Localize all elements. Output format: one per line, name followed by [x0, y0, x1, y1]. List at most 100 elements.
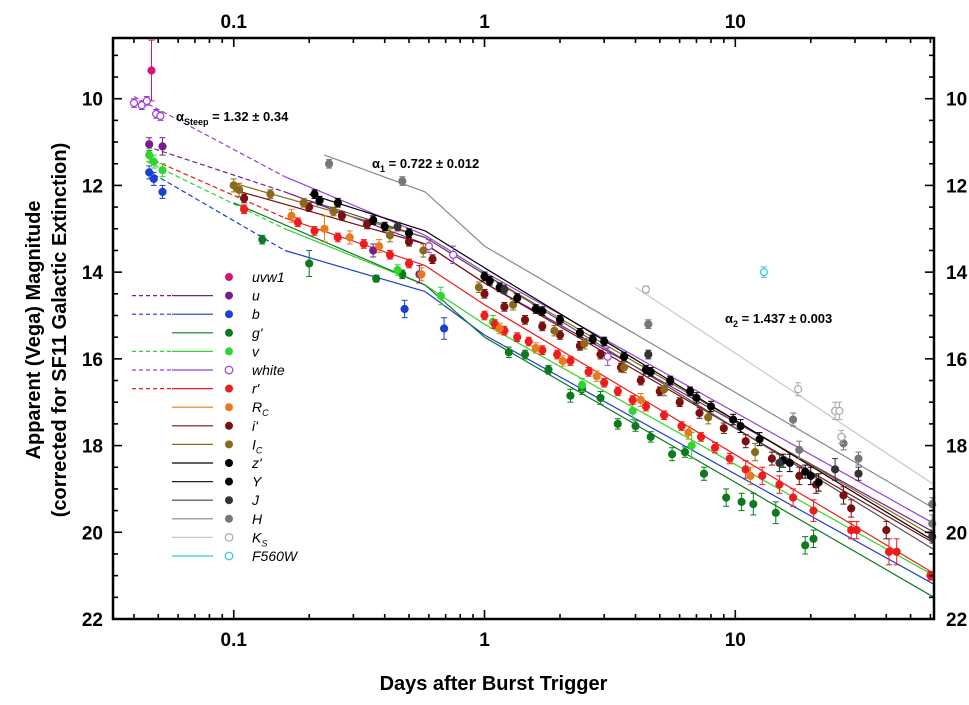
legend-marker [225, 477, 233, 486]
data-point [566, 356, 575, 366]
data-point [404, 229, 414, 238]
data-point [158, 166, 167, 175]
data-point [767, 454, 777, 463]
data-point [337, 211, 347, 220]
data-point [675, 398, 684, 407]
data-point [555, 330, 565, 340]
slope-annotation-2: α2 = 1.437 ± 0.003 [725, 311, 832, 329]
data-point [495, 324, 504, 333]
data-point [588, 335, 597, 344]
data-point [795, 471, 804, 481]
legend-label-name: white [252, 362, 285, 378]
data-point [325, 159, 334, 168]
data-point [329, 207, 338, 216]
data-point [129, 98, 139, 108]
data-point [699, 469, 709, 478]
data-point [404, 259, 414, 268]
data-point [149, 157, 158, 166]
data-point [380, 222, 389, 231]
data-point [628, 395, 637, 405]
data-point [287, 211, 296, 220]
data-point [393, 265, 402, 275]
series-9-points [229, 178, 760, 462]
y-tick-label-right: 18 [946, 437, 967, 458]
data-point [513, 294, 522, 303]
data-point [449, 250, 458, 259]
data-point [266, 190, 275, 199]
series-6-points [240, 204, 935, 581]
data-point [480, 311, 489, 320]
model-line-4-segment-2 [424, 291, 485, 336]
legend-marker [225, 459, 233, 467]
legend-label-subscript: S [261, 538, 267, 548]
legend-label: KS [252, 529, 267, 548]
legend-marker [225, 496, 233, 505]
data-point [809, 506, 818, 515]
annotation-subscript: Steep [184, 117, 209, 127]
legend-marker [224, 551, 234, 561]
data-point [775, 480, 784, 489]
data-point [839, 491, 848, 500]
annotation-value: = 1.437 ± 0.003 [738, 311, 832, 326]
model-line-7-segment-2 [484, 282, 934, 544]
legend-label: IC [252, 436, 263, 455]
data-point [596, 393, 605, 403]
data-point [520, 350, 530, 359]
x-axis-title: Days after Burst Trigger [380, 673, 608, 695]
data-point [746, 471, 755, 481]
x-tick-label-bottom: 0.1 [221, 630, 248, 651]
legend-item-1: u [132, 288, 260, 304]
data-point [854, 469, 863, 478]
y-tick-label-left: 22 [82, 610, 103, 631]
data-point [736, 422, 745, 431]
legend-marker [225, 403, 233, 412]
data-point [710, 443, 720, 452]
data-point [372, 274, 381, 283]
series-7-points [287, 208, 755, 486]
legend-label-name: K [252, 529, 262, 545]
data-point [156, 111, 165, 121]
data-point [801, 541, 810, 550]
data-point [375, 242, 384, 251]
plot-frame [111, 36, 936, 621]
data-point [558, 356, 567, 366]
legend-label: g' [252, 325, 264, 341]
data-point [550, 326, 559, 335]
legend-item-14: KS [172, 529, 267, 548]
data-point [644, 320, 653, 329]
data-point [229, 181, 238, 190]
data-point [553, 350, 562, 359]
x-tick-label-bottom: 10 [725, 630, 746, 651]
legend-item-6: r' [132, 381, 261, 397]
data-point [677, 422, 686, 431]
legend-item-10: z' [172, 455, 263, 471]
annotation-alpha: α [176, 109, 184, 124]
data-point [600, 378, 609, 387]
data-point [400, 304, 409, 314]
model-line-5-segment-1 [424, 284, 485, 338]
data-point [636, 395, 645, 405]
data-point [759, 268, 769, 277]
series-10-points [310, 189, 823, 492]
data-point [555, 315, 565, 324]
model-line-3-segment-2 [424, 284, 485, 325]
data-point [687, 441, 696, 450]
data-point [440, 324, 449, 333]
data-point [544, 365, 553, 374]
model-line-2-segment-0 [146, 156, 286, 219]
legend-item-4: v [132, 343, 260, 359]
data-point [385, 250, 395, 259]
annotation-alpha: α [372, 156, 380, 171]
model-line-0-segment-3 [484, 271, 934, 525]
data-point [666, 376, 675, 385]
model-line-0-segment-1 [284, 176, 426, 236]
legend-label-name: F560W [252, 548, 299, 564]
legend-label-name: uvw1 [252, 269, 285, 285]
legend-label: uvw1 [252, 269, 285, 285]
legend-item-5: white [132, 362, 285, 378]
data-point [809, 534, 818, 543]
data-point [659, 385, 669, 394]
data-point [305, 259, 314, 268]
